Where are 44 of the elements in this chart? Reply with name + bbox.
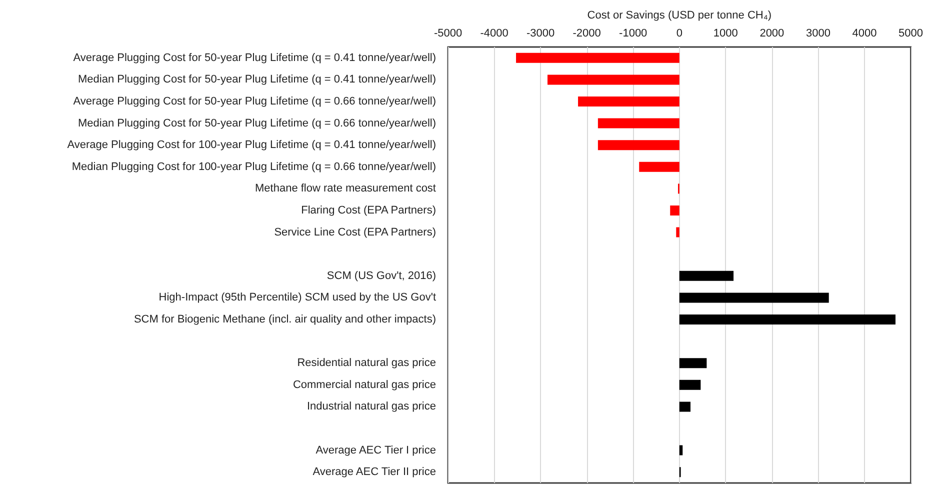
bar [679, 292, 829, 303]
y-tick-label: Average Plugging Cost for 50-year Plug Lifetime (q = 0.41 tonne/year/well) [73, 52, 436, 64]
y-tick-label: Methane flow rate measurement cost [255, 182, 436, 195]
y-tick-label: Median Plugging Cost for 50-year Plug Lifetime (q = 0.66 tonne/year/well) [78, 117, 436, 130]
x-tick-label: 0 [676, 28, 682, 40]
y-tick-label: Median Plugging Cost for 50-year Plug Lifetime (q = 0.41 tonne/year/well) [78, 74, 436, 86]
y-tick-label: High-Impact (95th Percentile) SCM used by the US Gov't [158, 292, 436, 304]
x-tick-label: -1000 [619, 28, 648, 40]
bar [578, 96, 680, 106]
bar [547, 74, 680, 85]
x-tick-label: 1000 [713, 28, 738, 40]
bar [679, 270, 734, 281]
y-tick-label: Commercial natural gas price [292, 378, 436, 391]
bar [679, 380, 701, 390]
x-tick-label: 2000 [760, 28, 784, 40]
y-tick-label: Average AEC Tier I price [316, 444, 436, 456]
x-tick-label: -2000 [572, 28, 601, 40]
x-tick-label: 3000 [806, 28, 830, 40]
bar [679, 358, 707, 368]
y-tick-label: Average Plugging Cost for 100-year Plug Lifetime (q = 0.41 tonne/year/well) [67, 139, 436, 152]
y-tick-label: Average AEC Tier II price [312, 466, 436, 478]
bar [598, 140, 680, 150]
x-tick-label: 5000 [898, 28, 924, 40]
bar [516, 52, 680, 63]
y-tick-label: SCM for Biogenic Methane (incl. air quality and other impacts) [134, 314, 436, 326]
y-tick-label: Industrial natural gas price [306, 400, 436, 413]
x-tick-label: 4000 [852, 28, 877, 40]
x-tick-label: -3000 [526, 28, 555, 40]
x-axis-title: Cost or Savings (USD per tonne CH₄) [587, 10, 772, 22]
x-tick-label: -4000 [480, 28, 508, 40]
y-tick-label: Service Line Cost (EPA Partners) [274, 226, 436, 238]
bar [598, 118, 680, 128]
x-tick-label: -5000 [434, 28, 462, 40]
bar [676, 227, 680, 238]
y-tick-label: Median Plugging Cost for 100-year Plug Lifetime (q = 0.66 tonne/year/well) [72, 160, 436, 173]
bar [639, 162, 680, 172]
y-tick-label: Flaring Cost (EPA Partners) [301, 204, 436, 216]
bar [679, 402, 690, 412]
bar [679, 314, 896, 324]
y-tick-label: SCM (US Gov't, 2016) [326, 270, 436, 282]
bar [679, 445, 683, 456]
bar [670, 206, 680, 216]
y-tick-label: Average Plugging Cost for 50-year Plug Lifetime (q = 0.66 tonne/year/well) [73, 96, 436, 108]
y-tick-label: Residential natural gas price [297, 357, 436, 370]
